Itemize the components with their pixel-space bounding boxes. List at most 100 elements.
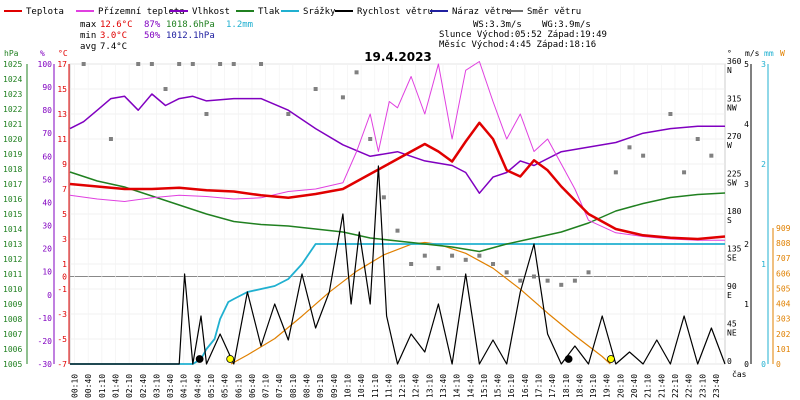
wind-direction-mark bbox=[695, 137, 700, 141]
x-tick-label: 16:10 bbox=[507, 374, 516, 398]
humidity-tick-label: 10 bbox=[42, 268, 52, 277]
x-tick-label: 02:40 bbox=[139, 374, 148, 398]
x-tick-label: 07:40 bbox=[275, 374, 284, 398]
solar-tick-label: 303 bbox=[776, 315, 791, 324]
min-label: min bbox=[80, 31, 96, 41]
wind-tick-label: 3 bbox=[744, 180, 749, 189]
wind-speed-line bbox=[70, 165, 726, 365]
x-tick-label: 20:40 bbox=[630, 374, 639, 398]
legend-label: Srážky bbox=[303, 7, 336, 17]
moonset-marker bbox=[564, 355, 573, 363]
legend-label: Rychlost větru bbox=[357, 7, 433, 17]
x-tick-label: 03:40 bbox=[166, 374, 175, 398]
moonrise-marker bbox=[195, 355, 204, 363]
x-tick-label: 13:10 bbox=[425, 374, 434, 398]
wind-direction-mark bbox=[463, 257, 468, 262]
temperature-tick-label: 17 bbox=[57, 60, 67, 69]
pressure-tick-label: 1010 bbox=[3, 285, 22, 294]
temperature-tick-label: 7 bbox=[62, 185, 67, 194]
wind-direction-mark bbox=[381, 195, 386, 200]
wind-direction-mark bbox=[409, 262, 414, 266]
pressure-tick-label: 1009 bbox=[3, 300, 22, 309]
pressure-line bbox=[69, 171, 726, 253]
avg-temp: 7.4°C bbox=[100, 42, 127, 52]
solar-tick-label: 707 bbox=[776, 254, 791, 263]
temperature-tick-label: -3 bbox=[57, 310, 67, 319]
wind-direction-tick-label: 360 bbox=[727, 57, 742, 66]
wind-direction-tick-label: 90 bbox=[727, 282, 737, 291]
wind-tick-label: 2 bbox=[744, 240, 749, 249]
x-tick-label: 22:40 bbox=[685, 374, 694, 398]
wind-direction-mark bbox=[163, 87, 168, 91]
x-tick-label: 09:10 bbox=[316, 374, 325, 398]
wind-direction-tick-label: 135 bbox=[727, 245, 742, 254]
wind-direction-mark bbox=[668, 112, 673, 116]
wind-direction-mark bbox=[354, 70, 359, 75]
x-tick-label: 07:10 bbox=[262, 374, 271, 398]
wind-tick-label: 4 bbox=[744, 120, 749, 129]
x-tick-label: 03:10 bbox=[152, 374, 161, 398]
ground-temperature-line bbox=[69, 61, 725, 241]
x-tick-label: 21:10 bbox=[644, 374, 653, 398]
x-tick-label: 23:40 bbox=[712, 374, 721, 398]
temperature-tick-label: 0 bbox=[62, 273, 67, 282]
x-tick-label: 17:10 bbox=[535, 374, 544, 398]
temperature-tick-label: -1 bbox=[57, 285, 67, 294]
x-tick-label: 08:10 bbox=[289, 374, 298, 398]
wind-direction-mark bbox=[190, 62, 195, 66]
pressure-tick-label: 1008 bbox=[3, 315, 22, 324]
x-tick-label: 06:40 bbox=[248, 374, 257, 398]
unit-pressure: hPa bbox=[4, 49, 19, 58]
wind-direction-name-label: NE bbox=[727, 329, 737, 338]
temperature-line bbox=[69, 121, 726, 241]
x-tick-label: 15:40 bbox=[494, 374, 503, 398]
wind-direction-mark bbox=[177, 62, 182, 66]
x-tick-label: 06:10 bbox=[234, 374, 243, 398]
legend-label: Přízemní teplota bbox=[98, 7, 185, 17]
pressure-tick-label: 1011 bbox=[3, 270, 22, 279]
x-axis-label: čas bbox=[732, 369, 747, 379]
temperature-tick-label: 5 bbox=[62, 210, 67, 219]
pressure-tick-label: 1013 bbox=[3, 240, 22, 249]
pressure-tick-label: 1005 bbox=[3, 360, 22, 369]
unit-wind-direction: ° bbox=[727, 49, 732, 58]
wind-direction-name-label: N bbox=[727, 66, 732, 75]
humidity-tick-label: 80 bbox=[42, 106, 52, 115]
humidity-tick-label: 50 bbox=[42, 175, 52, 184]
x-tick-label: 04:10 bbox=[180, 374, 189, 398]
max-label: max bbox=[80, 20, 97, 30]
rain-tick-label: 1 bbox=[761, 260, 766, 269]
wind-direction-mark bbox=[586, 270, 591, 275]
x-tick-label: 14:40 bbox=[466, 374, 475, 398]
wind-direction-mark bbox=[218, 62, 223, 66]
solar-tick-label: 909 bbox=[776, 224, 791, 233]
wind-direction-name-label: NW bbox=[727, 104, 737, 113]
wind-direction-mark bbox=[108, 137, 113, 141]
wind-tick-label: 5 bbox=[744, 60, 749, 69]
x-tick-label: 11:40 bbox=[384, 374, 393, 398]
x-tick-label: 10:10 bbox=[343, 374, 352, 398]
pressure-tick-label: 1020 bbox=[3, 135, 22, 144]
x-tick-label: 23:10 bbox=[698, 374, 707, 398]
x-tick-label: 12:40 bbox=[412, 374, 421, 398]
max-temp: 12.6°C bbox=[100, 20, 133, 30]
x-tick-label: 01:40 bbox=[111, 374, 120, 398]
wind-direction-mark bbox=[613, 170, 618, 175]
wind-direction-mark bbox=[504, 270, 509, 275]
wind-sun-info: WS:3.3m/s WG:3.9m/s Slunce Východ:05:52 … bbox=[439, 20, 607, 50]
humidity-tick-label: 0 bbox=[47, 291, 52, 300]
wind-direction-mark bbox=[572, 278, 577, 283]
ws-value: WS:3.3m/s bbox=[473, 20, 522, 30]
avg-label: avg bbox=[80, 42, 96, 52]
humidity-tick-label: 70 bbox=[42, 129, 52, 138]
pressure-tick-label: 1018 bbox=[3, 165, 22, 174]
x-tick-label: 19:10 bbox=[589, 374, 598, 398]
wind-direction-mark bbox=[545, 278, 550, 283]
wind-direction-mark bbox=[422, 253, 427, 258]
wind-direction-tick-label: 270 bbox=[727, 132, 742, 141]
wind-tick-label: 0 bbox=[744, 360, 749, 369]
x-tick-label: 05:40 bbox=[221, 374, 230, 398]
pressure-tick-label: 1006 bbox=[3, 345, 22, 354]
max-pressure: 1018.6hPa bbox=[166, 20, 215, 30]
x-tick-label: 14:10 bbox=[453, 374, 462, 398]
